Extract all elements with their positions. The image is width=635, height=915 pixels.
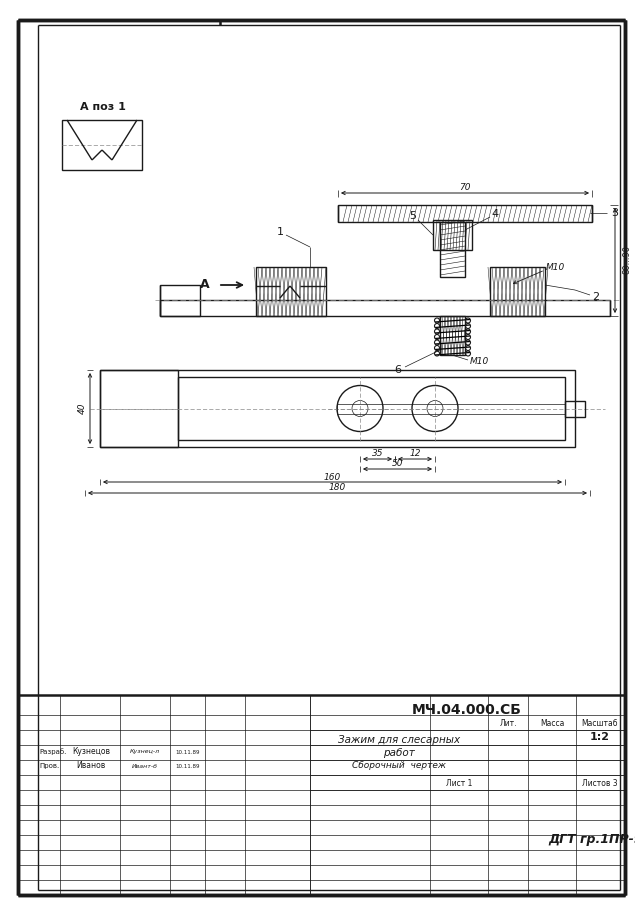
Bar bbox=[62, 120, 142, 170]
Text: работ: работ bbox=[383, 748, 415, 758]
Text: 6: 6 bbox=[394, 365, 401, 375]
Text: 50: 50 bbox=[392, 459, 403, 468]
Text: 10.11.89: 10.11.89 bbox=[176, 763, 200, 769]
Text: ДГТ гр.1ПР-99: ДГТ гр.1ПР-99 bbox=[548, 834, 635, 846]
Text: А поз 1: А поз 1 bbox=[80, 102, 126, 112]
Bar bbox=[160, 300, 610, 316]
Text: М10: М10 bbox=[545, 263, 565, 272]
Text: 10.11.89: 10.11.89 bbox=[176, 749, 200, 755]
Text: Листов 3: Листов 3 bbox=[582, 779, 618, 788]
Text: 3: 3 bbox=[612, 208, 618, 218]
Text: 180: 180 bbox=[329, 483, 346, 492]
Text: Масса: Масса bbox=[540, 718, 564, 727]
Bar bbox=[565, 401, 585, 416]
Text: 35: 35 bbox=[371, 449, 384, 458]
Bar bbox=[100, 370, 575, 447]
Text: А: А bbox=[201, 278, 210, 292]
Text: МЧ.04.000.СБ: МЧ.04.000.СБ bbox=[412, 703, 522, 717]
Text: Лист 1: Лист 1 bbox=[446, 779, 472, 788]
Text: Пров.: Пров. bbox=[39, 763, 59, 769]
Text: Масштаб: Масштаб bbox=[582, 718, 618, 727]
Text: 5: 5 bbox=[410, 211, 417, 221]
Text: 4: 4 bbox=[491, 209, 498, 219]
Text: 1:2: 1:2 bbox=[590, 732, 610, 742]
Bar bbox=[338, 205, 592, 222]
Text: 70: 70 bbox=[459, 182, 471, 191]
Bar bbox=[433, 220, 472, 250]
Text: Разраб.: Разраб. bbox=[39, 748, 67, 756]
Text: Зажим для слесарных: Зажим для слесарных bbox=[338, 735, 460, 745]
Text: Лит.: Лит. bbox=[499, 718, 517, 727]
Bar bbox=[440, 316, 465, 355]
Bar bbox=[160, 285, 200, 316]
Text: 160: 160 bbox=[324, 472, 341, 481]
Text: 1: 1 bbox=[276, 227, 283, 237]
Text: 80...90: 80...90 bbox=[622, 245, 631, 274]
Bar bbox=[440, 222, 465, 277]
Bar bbox=[490, 267, 545, 316]
Text: Кузнецов: Кузнецов bbox=[72, 748, 110, 757]
Text: Ивант-б: Ивант-б bbox=[132, 763, 158, 769]
Bar bbox=[256, 267, 326, 316]
Text: Иванов: Иванов bbox=[76, 761, 105, 770]
Text: Кузнец-л: Кузнец-л bbox=[130, 749, 160, 755]
Text: 40: 40 bbox=[78, 403, 87, 414]
Bar bbox=[178, 377, 565, 440]
Text: 12: 12 bbox=[409, 449, 421, 458]
Bar bbox=[100, 370, 178, 447]
Text: 2: 2 bbox=[592, 292, 599, 302]
Text: Сборочный  чертеж: Сборочный чертеж bbox=[352, 761, 446, 770]
Text: М10: М10 bbox=[470, 358, 489, 367]
